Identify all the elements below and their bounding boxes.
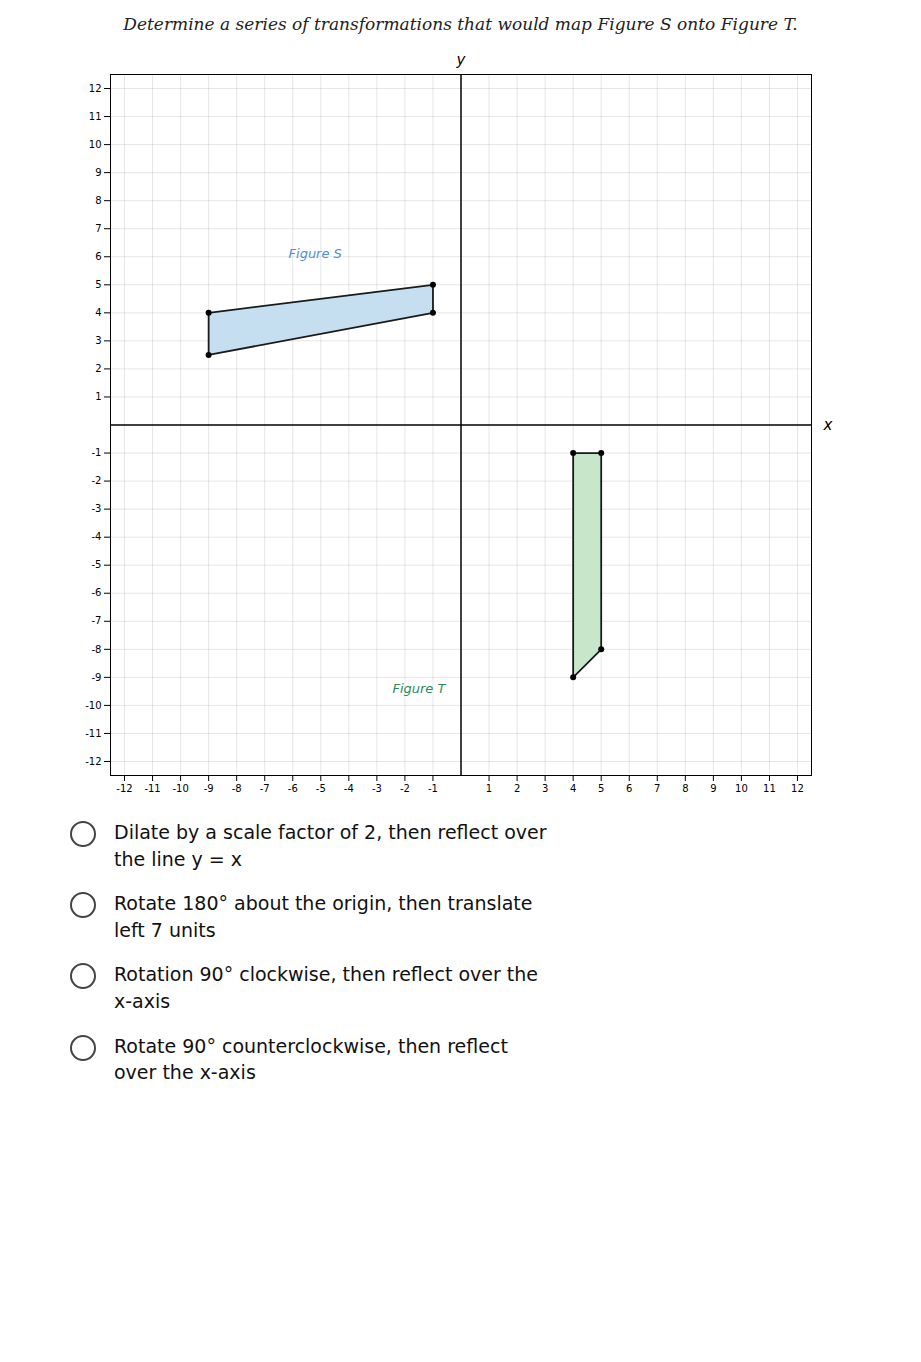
svg-text:-11: -11: [85, 728, 101, 739]
svg-text:7: 7: [654, 783, 660, 794]
svg-text:-8: -8: [92, 644, 102, 655]
svg-text:11: 11: [89, 111, 102, 122]
svg-text:8: 8: [682, 783, 688, 794]
svg-text:-3: -3: [372, 783, 382, 794]
html-text:over the x-axis: over the x-axis: [114, 1061, 256, 1084]
svg-text:3: 3: [95, 335, 101, 346]
svg-text:2: 2: [95, 363, 101, 374]
svg-text:-7: -7: [92, 615, 102, 626]
svg-text:Figure S: Figure S: [289, 246, 342, 261]
svg-text:Figure T: Figure T: [392, 681, 446, 696]
svg-text:-2: -2: [92, 475, 102, 486]
svg-text:4: 4: [95, 307, 101, 318]
svg-text:-4: -4: [344, 783, 354, 794]
svg-text:9: 9: [710, 783, 716, 794]
svg-text:5: 5: [95, 279, 101, 290]
svg-text:-1: -1: [92, 447, 102, 458]
svg-text:5: 5: [598, 783, 604, 794]
html-text:the line y = x: the line y = x: [114, 847, 242, 870]
svg-text:1: 1: [95, 391, 101, 402]
svg-text:y: y: [456, 51, 467, 69]
svg-text:-6: -6: [92, 587, 102, 598]
svg-text:9: 9: [95, 167, 101, 178]
svg-text:-6: -6: [288, 783, 298, 794]
svg-text:4: 4: [570, 783, 576, 794]
svg-text:6: 6: [95, 251, 101, 262]
svg-text:3: 3: [542, 783, 548, 794]
html-text:Rotation 90° clockwise, then r: Rotation 90° clockwise, then reflect ove…: [114, 963, 538, 986]
svg-text:-12: -12: [116, 783, 132, 794]
svg-text:-2: -2: [400, 783, 410, 794]
svg-text:-9: -9: [204, 783, 214, 794]
svg-text:10: 10: [89, 139, 102, 150]
svg-text:-5: -5: [92, 559, 102, 570]
svg-text:12: 12: [791, 783, 804, 794]
svg-text:-7: -7: [260, 783, 270, 794]
svg-text:-4: -4: [92, 531, 102, 542]
svg-text:-3: -3: [92, 503, 102, 514]
svg-text:1: 1: [486, 783, 492, 794]
html-text:left 7 units: left 7 units: [114, 918, 216, 941]
svg-text:-5: -5: [316, 783, 326, 794]
svg-text:10: 10: [735, 783, 748, 794]
svg-text:-1: -1: [428, 783, 438, 794]
html-text:Dilate by a scale factor of 2,: Dilate by a scale factor of 2, then refl…: [114, 821, 547, 843]
html-text:Rotate 180° about the origin,: Rotate 180° about the origin, then trans…: [114, 892, 533, 915]
svg-text:-9: -9: [92, 672, 102, 683]
html-text:Determine a series of transfor: Determine a series of transformations th…: [123, 14, 798, 34]
html-text:x-axis: x-axis: [114, 990, 171, 1012]
svg-text:x: x: [823, 416, 833, 434]
html-text:Rotate 90° counterclockwise, t: Rotate 90° counterclockwise, then reflec…: [114, 1034, 508, 1057]
svg-text:7: 7: [95, 223, 101, 234]
svg-text:-10: -10: [85, 700, 101, 711]
svg-text:11: 11: [763, 783, 776, 794]
svg-text:-8: -8: [232, 783, 242, 794]
svg-text:2: 2: [514, 783, 520, 794]
svg-text:-10: -10: [172, 783, 188, 794]
svg-text:-11: -11: [144, 783, 160, 794]
svg-text:-12: -12: [85, 756, 101, 767]
svg-text:8: 8: [95, 195, 101, 206]
svg-text:12: 12: [89, 83, 102, 94]
svg-text:6: 6: [626, 783, 632, 794]
